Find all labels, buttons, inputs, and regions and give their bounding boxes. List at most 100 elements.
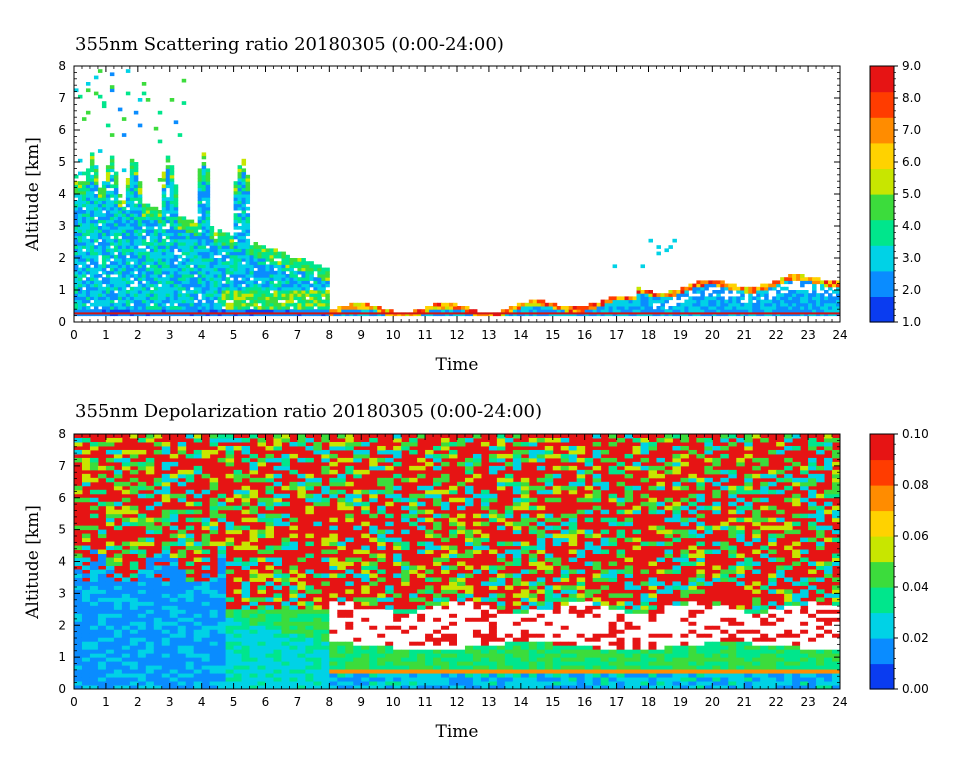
heatmap-cell bbox=[145, 290, 151, 294]
heatmap-cell bbox=[241, 274, 247, 278]
heatmap-cell bbox=[97, 283, 103, 288]
heatmap-cell bbox=[800, 290, 805, 294]
heatmap-cell bbox=[265, 549, 274, 555]
heatmap-cell bbox=[241, 216, 247, 221]
heatmap-cell bbox=[145, 229, 151, 233]
heatmap-cell bbox=[145, 657, 155, 662]
heatmap-cell bbox=[229, 254, 235, 259]
heatmap-cell bbox=[81, 613, 91, 618]
heatmap-cell bbox=[317, 280, 322, 285]
heatmap-cell bbox=[189, 306, 195, 310]
heatmap-cell bbox=[700, 296, 705, 301]
heatmap-cell bbox=[241, 485, 251, 491]
heatmap-cell bbox=[205, 309, 211, 313]
colorbar-swatch bbox=[870, 95, 894, 101]
heatmap-cell bbox=[241, 677, 251, 682]
heatmap-cell bbox=[325, 270, 330, 275]
heatmap-cell bbox=[113, 296, 119, 301]
heatmap-cell bbox=[193, 434, 203, 439]
heatmap-cell bbox=[464, 306, 470, 310]
heatmap-cell bbox=[221, 261, 227, 265]
heatmap-cell bbox=[113, 245, 119, 249]
heatmap-cell bbox=[197, 251, 203, 256]
heatmap-cell bbox=[692, 299, 697, 304]
heatmap-cell bbox=[301, 309, 306, 313]
heatmap-cell bbox=[161, 549, 171, 555]
heatmap-cell bbox=[221, 296, 227, 301]
heatmap-cell bbox=[113, 485, 123, 491]
heatmap-cell bbox=[752, 302, 757, 307]
heatmap-cell bbox=[297, 290, 302, 294]
heatmap-cell bbox=[325, 293, 330, 297]
heatmap-cell bbox=[145, 232, 151, 237]
heatmap-cell bbox=[169, 222, 175, 227]
heatmap-cell bbox=[149, 210, 155, 214]
heatmap-cell bbox=[329, 537, 338, 543]
heatmap-cell bbox=[217, 277, 223, 281]
heatmap-cell bbox=[105, 206, 111, 211]
heatmap-cell bbox=[173, 290, 179, 294]
heatmap-cell bbox=[217, 621, 227, 626]
heatmap-cell bbox=[193, 286, 199, 291]
heatmap-cell bbox=[772, 296, 777, 301]
heatmap-cell bbox=[145, 245, 151, 249]
heatmap-cell bbox=[245, 174, 251, 179]
heatmap-cell bbox=[580, 309, 586, 313]
heatmap-cell bbox=[165, 155, 171, 160]
x-tick-label: 2 bbox=[134, 328, 142, 342]
heatmap-cell bbox=[784, 309, 789, 313]
heatmap-cell bbox=[201, 194, 207, 198]
heatmap-cell bbox=[640, 264, 646, 269]
heatmap-cell bbox=[245, 178, 251, 182]
heatmap-cell bbox=[325, 306, 330, 310]
heatmap-cell bbox=[257, 290, 263, 294]
heatmap-cell bbox=[97, 597, 107, 602]
heatmap-cell bbox=[197, 184, 203, 189]
heatmap-cell bbox=[832, 296, 837, 301]
heatmap-cell bbox=[161, 545, 171, 551]
heatmap-cell bbox=[297, 485, 306, 491]
heatmap-cell bbox=[540, 299, 546, 304]
heatmap-cell bbox=[181, 248, 187, 253]
heatmap-cell bbox=[780, 309, 785, 313]
heatmap-cell bbox=[185, 274, 191, 278]
heatmap-cell bbox=[74, 251, 79, 256]
heatmap-cell bbox=[153, 274, 159, 278]
heatmap-cell bbox=[289, 593, 298, 598]
heatmap-cell bbox=[632, 309, 638, 313]
heatmap-cell bbox=[101, 190, 107, 195]
heatmap-cell bbox=[185, 277, 191, 281]
heatmap-cell bbox=[828, 286, 833, 291]
colorbar-tick-label: 7.0 bbox=[902, 123, 921, 137]
heatmap-cell bbox=[129, 248, 135, 253]
heatmap-cell bbox=[137, 258, 143, 262]
heatmap-cell bbox=[229, 306, 235, 310]
heatmap-cell bbox=[97, 489, 107, 495]
heatmap-cell bbox=[353, 665, 362, 670]
heatmap-cell bbox=[425, 661, 434, 666]
heatmap-cell bbox=[305, 497, 314, 503]
heatmap-cell bbox=[89, 633, 99, 638]
heatmap-cell bbox=[265, 258, 270, 262]
heatmap-cell bbox=[209, 270, 215, 275]
heatmap-cell bbox=[325, 296, 330, 301]
heatmap-cell bbox=[249, 649, 259, 654]
heatmap-cell bbox=[193, 238, 199, 243]
heatmap-cell bbox=[249, 248, 255, 253]
heatmap-cell bbox=[241, 235, 247, 240]
heatmap-cell bbox=[760, 293, 765, 297]
heatmap-cell bbox=[157, 251, 163, 256]
heatmap-cell bbox=[105, 437, 115, 443]
heatmap-cell bbox=[185, 633, 195, 638]
heatmap-cell bbox=[81, 203, 87, 208]
colorbar-swatch bbox=[870, 215, 894, 221]
heatmap-cell bbox=[233, 226, 239, 230]
heatmap-cell bbox=[177, 677, 187, 682]
heatmap-cell bbox=[700, 286, 705, 291]
heatmap-cell bbox=[233, 589, 243, 594]
heatmap-cell bbox=[233, 302, 239, 307]
heatmap-cell bbox=[520, 302, 526, 307]
heatmap-cell bbox=[273, 613, 282, 618]
heatmap-cell bbox=[121, 685, 131, 689]
heatmap-cell bbox=[257, 277, 263, 281]
